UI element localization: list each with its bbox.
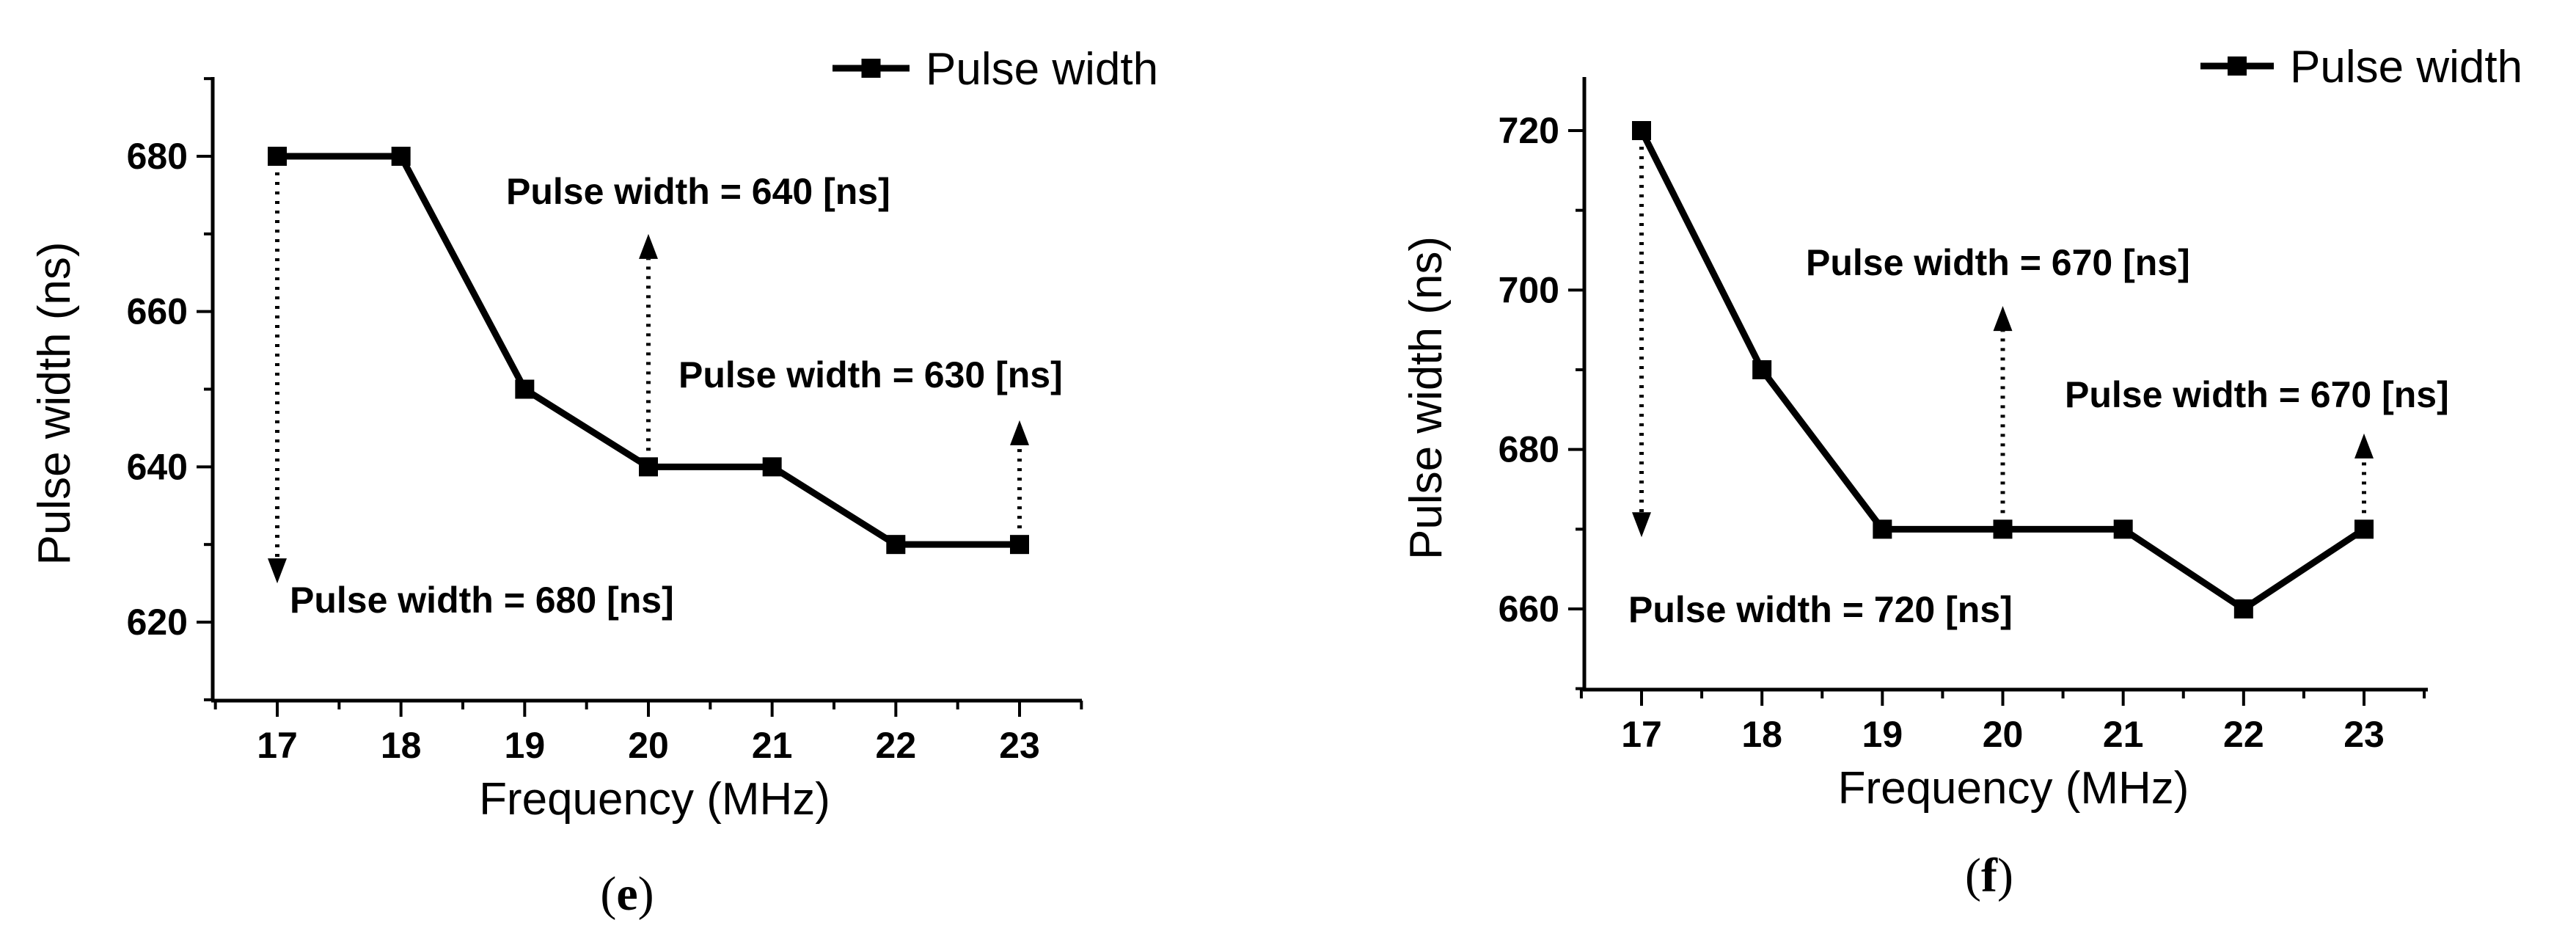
data-point — [391, 147, 411, 166]
x-tick-label: 23 — [2343, 714, 2385, 755]
y-axis-label: Pulse width (ns) — [29, 241, 80, 565]
y-tick-label: 660 — [127, 291, 188, 332]
x-tick-label: 17 — [1621, 714, 1662, 755]
x-tick-label: 19 — [505, 725, 546, 766]
annotation: Pulse width = 670 [ns] — [2065, 374, 2449, 514]
data-point — [1632, 121, 1651, 140]
data-point — [2113, 519, 2133, 539]
y-tick-label: 680 — [127, 136, 188, 177]
y-tick-label: 700 — [1499, 269, 1559, 310]
x-tick-label: 17 — [257, 725, 298, 766]
annotation-label: Pulse width = 630 [ns] — [678, 354, 1063, 395]
x-axis-label: Frequency (MHz) — [479, 774, 830, 825]
caption-paren-open: ( — [600, 867, 616, 921]
annotation: Pulse width = 670 [ns] — [1806, 242, 2190, 514]
data-point — [2233, 599, 2253, 618]
arrow-head — [2354, 433, 2374, 459]
panel-caption: (f) — [1965, 849, 2013, 902]
data-point — [639, 457, 658, 477]
arrow-head — [1993, 306, 2013, 332]
y-axis-label: Pulse width (ns) — [1401, 236, 1452, 560]
legend: Pulse width — [2200, 42, 2522, 92]
annotation-label: Pulse width = 720 [ns] — [1628, 589, 2013, 630]
y-tick-label: 620 — [127, 602, 188, 643]
x-tick-label: 19 — [1862, 714, 1903, 755]
x-tick-label: 18 — [1741, 714, 1782, 755]
caption-letter: e — [616, 867, 637, 921]
data-point — [762, 457, 782, 477]
annotation-label: Pulse width = 670 [ns] — [2065, 374, 2449, 415]
chart-panel-e: 620 640 660 680 17 18 19 20 21 22 23 Frequency (MHz… — [29, 44, 1158, 921]
data-point — [1993, 519, 2013, 539]
y-tick-label: 640 — [127, 446, 188, 487]
legend-label: Pulse width — [2290, 42, 2522, 92]
annotation: Pulse width = 680 [ns] — [268, 172, 674, 621]
panel-caption: (e) — [600, 867, 654, 921]
series-line — [277, 153, 1020, 548]
x-tick-label: 23 — [999, 725, 1040, 766]
caption-letter: f — [1981, 849, 1998, 902]
data-point — [1873, 519, 1892, 539]
y-tick-label: 680 — [1499, 429, 1559, 470]
annotation: Pulse width = 720 [ns] — [1628, 147, 2013, 630]
x-tick-label: 22 — [876, 725, 917, 766]
x-tick-label: 22 — [2223, 714, 2264, 755]
annotation-label: Pulse width = 640 [ns] — [506, 171, 890, 212]
data-point — [1010, 535, 1029, 555]
x-tick-label: 18 — [381, 725, 422, 766]
arrow-head — [268, 558, 287, 584]
annotation: Pulse width = 630 [ns] — [678, 354, 1063, 529]
x-tick-label: 21 — [2103, 714, 2144, 755]
caption-paren-close: ) — [1997, 849, 2013, 902]
caption-paren-close: ) — [638, 867, 654, 921]
data-point — [886, 535, 906, 555]
data-point — [2354, 519, 2374, 539]
y-tick-label: 660 — [1499, 588, 1559, 629]
x-tick-label: 20 — [628, 725, 669, 766]
legend-label: Pulse width — [926, 44, 1158, 95]
x-tick-label: 20 — [1983, 714, 2024, 755]
annotation-label: Pulse width = 680 [ns] — [290, 580, 674, 621]
legend: Pulse width — [833, 44, 1158, 95]
chart-panel-f: 660 680 700 720 17 18 19 20 21 22 23 Frequency (MHz… — [1401, 42, 2522, 902]
x-axis-label: Frequency (MHz) — [1838, 763, 2189, 814]
arrow-head — [639, 233, 658, 259]
caption-paren-open: ( — [1965, 849, 1981, 902]
arrow-head — [1010, 420, 1029, 445]
annotation-label: Pulse width = 670 [ns] — [1806, 242, 2190, 283]
data-point — [515, 379, 535, 399]
legend-marker — [2228, 56, 2247, 76]
legend-marker — [861, 59, 881, 78]
y-tick-label: 720 — [1499, 110, 1559, 151]
data-point — [268, 147, 287, 166]
x-tick-label: 21 — [752, 725, 793, 766]
data-point — [1752, 360, 1772, 379]
annotation: Pulse width = 640 [ns] — [506, 171, 890, 451]
arrow-head — [1632, 512, 1651, 538]
